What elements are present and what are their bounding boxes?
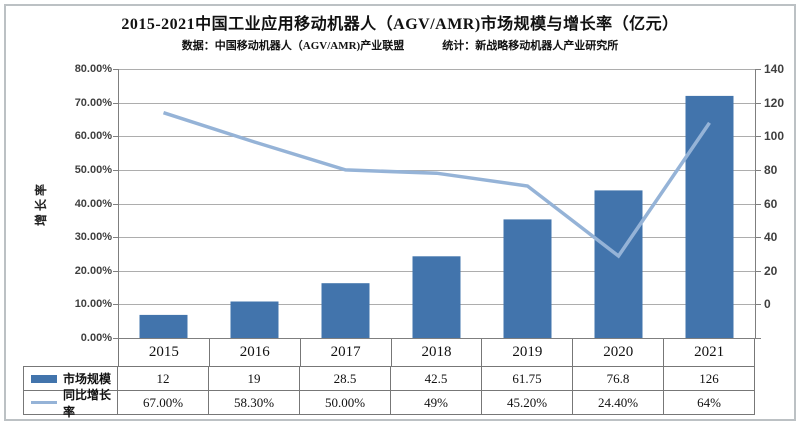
value-cell: 126	[664, 367, 755, 390]
right-axis-ticks: 140 120 100 80 60 40 20 0	[764, 0, 798, 424]
bar-2019	[503, 219, 552, 338]
value-cell: 76.8	[573, 367, 664, 390]
subtitle-statistics: 统计：新战略移动机器人产业研究所	[442, 40, 619, 52]
table-row: 市场规模 12 19 28.5 42.5 61.75 76.8 126	[23, 366, 755, 390]
left-axis-tick: 80.00%	[74, 63, 112, 75]
chart-subtitle: 数据：中国移动机器人（AGV/AMR)产业联盟 统计：新战略移动机器人产业研究所	[0, 37, 800, 53]
bar-2016	[230, 301, 279, 338]
plot-area	[113, 69, 761, 339]
legend-label: 市场规模	[63, 372, 112, 386]
year-cell: 2018	[392, 339, 483, 366]
value-cell: 50.00%	[300, 391, 391, 414]
value-cell: 45.20%	[482, 391, 573, 414]
bar-2015	[139, 314, 188, 338]
legend-cell: 同比增长率	[23, 388, 118, 419]
left-axis-tick: 50.00%	[74, 164, 112, 176]
year-cell: 2021	[664, 339, 756, 366]
left-axis-tick: 30.00%	[74, 231, 112, 243]
value-cell: 19	[209, 367, 300, 390]
subtitle-data-source: 数据：中国移动机器人（AGV/AMR)产业联盟	[181, 40, 405, 52]
right-axis-tick: 80	[764, 163, 778, 177]
right-axis-tick: 60	[764, 197, 778, 211]
legend-label: 同比增长率	[63, 387, 112, 419]
bar-2021	[685, 95, 734, 339]
year-cell: 2016	[210, 339, 301, 366]
right-axis-tick: 20	[764, 264, 778, 278]
year-cell: 2020	[573, 339, 665, 366]
bar-2017	[321, 283, 370, 338]
right-axis-tick: 0	[764, 297, 771, 311]
value-cell: 42.5	[391, 367, 482, 390]
left-axis-tick: 70.00%	[74, 97, 112, 109]
right-axis-tick: 140	[764, 62, 785, 76]
left-axis-tick: 20.00%	[74, 265, 112, 277]
year-cell: 2019	[482, 339, 574, 366]
year-cell: 2017	[301, 339, 392, 366]
value-cell: 28.5	[300, 367, 391, 390]
growth-rate-line	[162, 111, 711, 259]
bar-series-swatch-icon	[31, 374, 57, 383]
bar-2018	[412, 256, 461, 338]
value-cell: 64%	[664, 391, 755, 414]
value-cell: 58.30%	[209, 391, 300, 414]
value-cell: 12	[118, 367, 209, 390]
right-axis-tick: 120	[764, 96, 785, 110]
table-row: 同比增长率 67.00% 58.30% 50.00% 49% 45.20% 24.40% 64…	[23, 388, 755, 419]
right-axis-tick: 100	[764, 129, 785, 143]
year-cell: 2015	[118, 339, 210, 366]
year-row: 2015 2016 2017 2018 2019 2020 2021	[118, 339, 756, 366]
right-axis-tick: 40	[764, 230, 778, 244]
data-table: 2015 2016 2017 2018 2019 2020 2021 市场规模 12 19 28.5…	[23, 339, 756, 419]
left-axis-tick: 0.00%	[80, 332, 112, 344]
left-axis-tick: 40.00%	[74, 198, 112, 210]
bar-2020	[594, 190, 643, 338]
left-axis-tick: 10.00%	[74, 298, 112, 310]
line-series-swatch-icon	[31, 401, 57, 404]
chart-title: 2015-2021中国工业应用移动机器人（AGV/AMR)市场规模与增长率（亿元…	[121, 16, 679, 33]
left-axis-ticks: 80.00% 70.00% 60.00% 50.00% 40.00% 30.00% 20.0…	[30, 0, 112, 424]
legend-cell: 市场规模	[23, 367, 118, 390]
value-cell: 61.75	[482, 367, 573, 390]
value-cell: 49%	[391, 391, 482, 414]
value-cell: 24.40%	[573, 391, 664, 414]
left-axis-tick: 60.00%	[74, 130, 112, 142]
value-cell: 67.00%	[118, 391, 209, 414]
